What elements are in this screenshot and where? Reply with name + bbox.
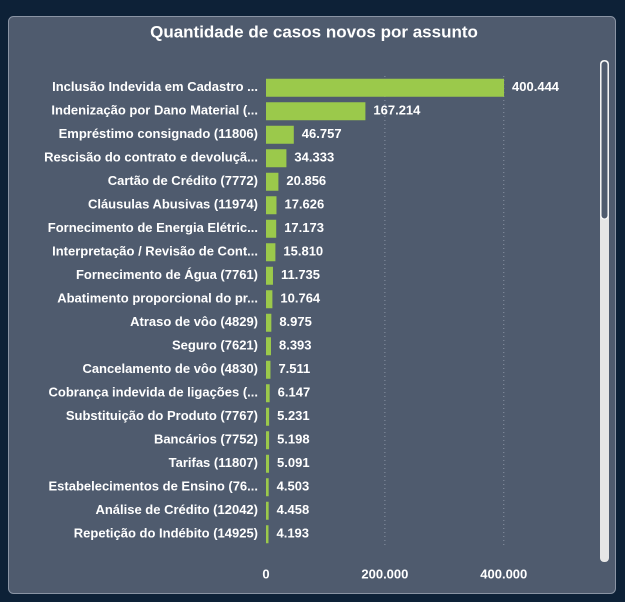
value-label: 15.810 [283,244,323,259]
value-label: 8.975 [279,314,312,329]
y-tick-label: Análise de Crédito (12042) [95,502,258,517]
y-tick-label: Atraso de vôo (4829) [130,314,258,329]
y-tick-label: Rescisão do contrato e devoluçã... [44,150,258,165]
value-label: 17.626 [284,197,324,212]
value-label: 5.091 [277,455,310,470]
y-tick-label: Substituição do Produto (7767) [66,408,258,423]
y-tick-label: Fornecimento de Água (7761) [76,267,258,282]
bar [266,313,272,332]
value-label: 17.173 [284,220,324,235]
y-tick-label: Tarifas (11807) [169,455,258,470]
bar [266,102,366,121]
bar [266,78,505,97]
bar [266,525,269,544]
value-label: 11.735 [281,267,320,282]
scrollbar-thumb[interactable] [600,60,609,220]
x-tick-label: 0 [262,566,269,581]
y-tick-label: Inclusão Indevida em Cadastro ... [52,79,258,94]
value-label: 20.856 [286,173,326,188]
chart-title: Quantidade de casos novos por assunto [150,22,478,41]
bar [266,478,269,497]
y-tick-label: Cancelamento de vôo (4830) [82,361,258,376]
bar [266,172,279,191]
value-label: 4.458 [277,502,310,517]
y-tick-label: Cobrança indevida de ligações (... [48,385,258,400]
value-label: 34.333 [294,150,334,165]
value-label: 167.214 [373,103,421,118]
bar [266,290,273,309]
y-tick-label: Bancários (7752) [154,432,258,447]
x-tick-label: 400.000 [480,566,527,581]
bar [266,407,270,426]
y-tick-label: Empréstimo consignado (11806) [59,126,258,141]
bar [266,384,270,403]
bar [266,266,273,285]
bar [266,337,271,356]
panel [8,16,616,594]
value-label: 5.198 [277,432,310,447]
bar [266,219,277,238]
value-label: 5.231 [277,408,310,423]
y-tick-label: Interpretação / Revisão de Cont... [52,244,258,259]
y-tick-label: Cláusulas Abusivas (11974) [88,197,258,212]
value-label: 7.511 [278,361,310,376]
y-tick-label: Seguro (7621) [172,338,258,353]
value-label: 6.147 [278,385,311,400]
bar [266,501,269,520]
y-tick-label: Cartão de Crédito (7772) [108,173,258,188]
bar [266,243,276,262]
y-tick-label: Indenização por Dano Material (... [51,103,258,118]
value-label: 400.444 [512,79,560,94]
y-tick-label: Abatimento proporcional do pr... [57,291,258,306]
bar [266,431,270,450]
bar [266,454,270,473]
value-label: 10.764 [280,291,321,306]
bar [266,196,277,215]
value-label: 4.503 [277,479,310,494]
y-tick-label: Repetição do Indébito (14925) [74,526,258,541]
x-tick-label: 200.000 [361,566,408,581]
y-tick-label: Estabelecimentos de Ensino (76... [48,479,258,494]
bar [266,149,287,168]
value-label: 8.393 [279,338,312,353]
y-tick-label: Fornecimento de Energia Elétric... [48,220,258,235]
value-label: 46.757 [302,126,342,141]
bar [266,360,271,379]
value-label: 4.193 [276,526,309,541]
bar [266,125,294,144]
